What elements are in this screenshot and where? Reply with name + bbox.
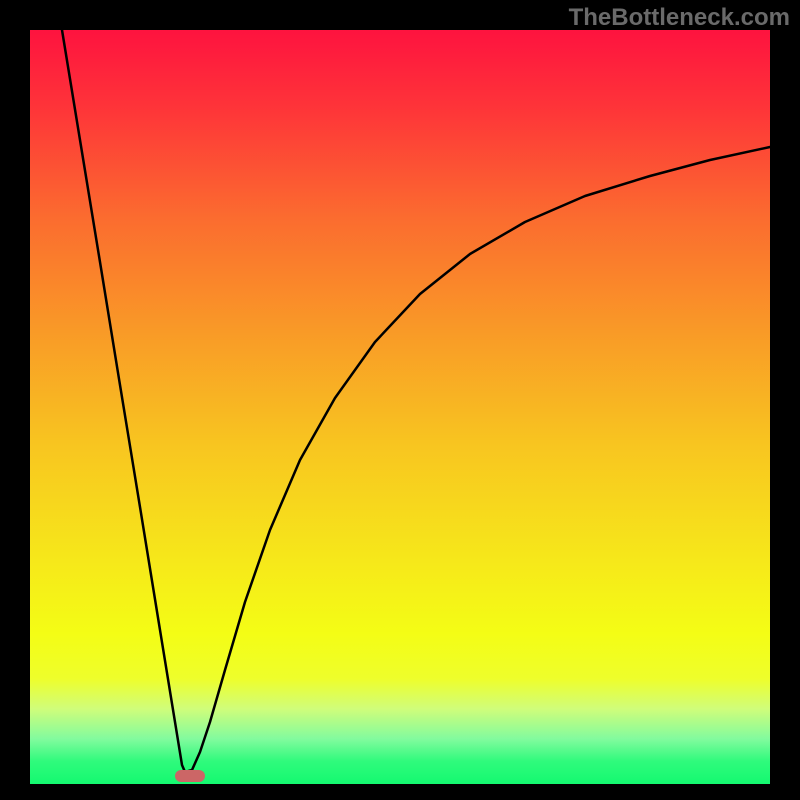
chart-svg: [0, 0, 800, 800]
plot-background: [30, 30, 770, 784]
bottleneck-chart: TheBottleneck.com: [0, 0, 800, 800]
minimum-marker: [175, 770, 205, 782]
watermark-text: TheBottleneck.com: [569, 4, 790, 32]
